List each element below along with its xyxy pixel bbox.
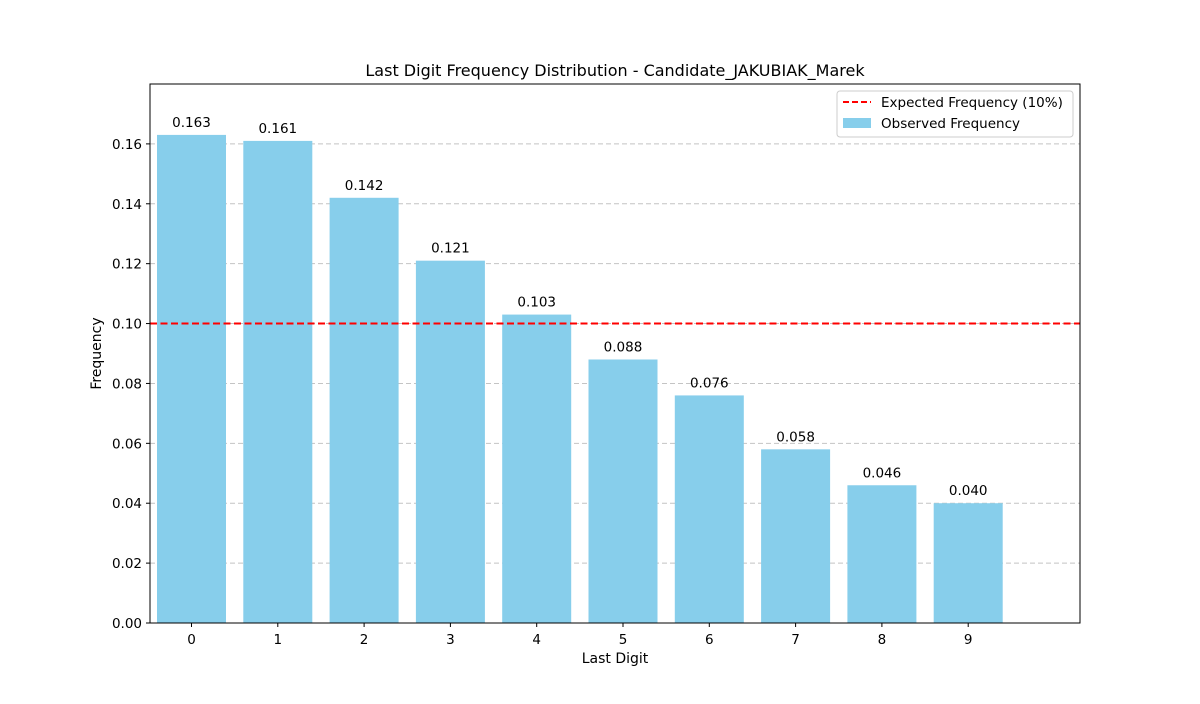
bar-value-label: 0.161	[258, 121, 297, 137]
bar-value-label: 0.046	[863, 465, 902, 481]
y-tick-label: 0.08	[112, 376, 142, 392]
bar	[761, 449, 831, 623]
bar	[157, 134, 226, 623]
bar-value-label: 0.076	[690, 375, 729, 391]
x-tick-label: 1	[274, 632, 283, 648]
bar	[588, 359, 658, 623]
bar-value-label: 0.088	[604, 339, 643, 355]
x-tick-label: 3	[446, 632, 455, 648]
legend-bar-swatch	[843, 118, 871, 128]
y-tick-label: 0.00	[112, 616, 142, 632]
y-tick-label: 0.14	[112, 197, 142, 213]
bar	[502, 314, 572, 623]
bar	[415, 260, 485, 623]
chart-title: Last Digit Frequency Distribution - Cand…	[365, 61, 865, 81]
bar-value-label: 0.121	[431, 241, 470, 257]
x-tick-label: 0	[187, 632, 196, 648]
y-axis-label: Frequency	[89, 317, 105, 389]
x-tick-label: 8	[878, 632, 887, 648]
bar-value-label: 0.040	[949, 483, 988, 499]
x-axis-ticks: 0 1 2 3 4 5 6 7 8 9	[187, 623, 972, 648]
x-tick-label: 6	[705, 632, 714, 648]
bar	[329, 197, 399, 624]
x-tick-label: 7	[791, 632, 800, 648]
bar	[933, 503, 1003, 623]
x-axis-label: Last Digit	[582, 651, 649, 667]
bar-value-label: 0.058	[776, 429, 815, 445]
y-axis-ticks: 0.00 0.02 0.04 0.06 0.08 0.10 0.12 0.14 0.16	[112, 137, 150, 632]
legend-box	[836, 90, 1074, 138]
y-tick-label: 0.04	[112, 496, 142, 512]
plot-frame	[149, 83, 1081, 624]
x-tick-label: 9	[964, 632, 973, 648]
legend-label-observed: Observed Frequency	[881, 116, 1020, 132]
legend-label-expected: Expected Frequency (10%)	[881, 95, 1063, 111]
x-tick-label: 2	[360, 632, 369, 648]
bar-value-label: 0.163	[172, 115, 211, 131]
bar	[847, 485, 917, 623]
bar-value-label: 0.142	[345, 178, 384, 194]
y-tick-label: 0.10	[112, 317, 142, 333]
bar-value-label: 0.103	[517, 295, 556, 311]
x-tick-label: 5	[619, 632, 628, 648]
bars	[157, 134, 1003, 624]
bar	[243, 140, 313, 623]
y-tick-label: 0.06	[112, 436, 142, 452]
bar	[674, 395, 744, 623]
y-tick-label: 0.12	[112, 257, 142, 273]
x-tick-label: 4	[532, 632, 541, 648]
legend: Expected Frequency (10%) Observed Freque…	[836, 90, 1074, 138]
y-tick-label: 0.02	[112, 556, 142, 572]
y-tick-label: 0.16	[112, 137, 142, 153]
bar-data-labels: 0.163 0.161 0.142 0.121 0.103 0.088 0.076 0.058…	[172, 115, 987, 499]
